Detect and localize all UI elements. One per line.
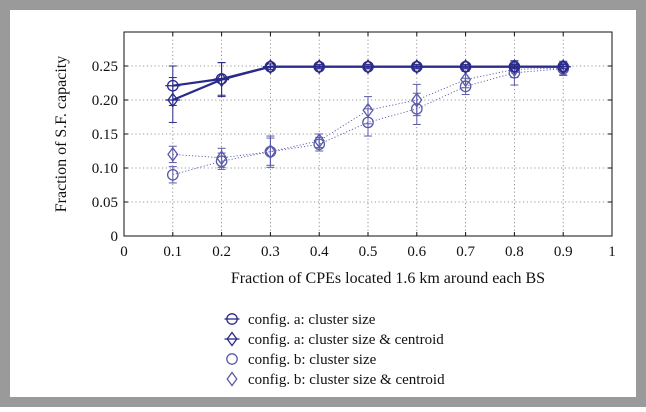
data-point [459,72,472,88]
legend: config. a: cluster size config. a: cluste… [224,312,445,388]
x-axis-title: Fraction of CPEs located 1.6 km around e… [231,270,545,287]
y-tick-label: 0.05 [92,195,118,211]
data-point [313,133,325,149]
series-line [172,68,564,176]
data-point [313,59,325,75]
data-point [411,59,423,75]
legend-label: config. a: cluster size & centroid [248,332,444,348]
tick-layer: 0 0.1 0.2 0.3 0.4 0.5 0.6 0.7 0.8 0.9 1 0 0.05 0.10 0.… [92,32,616,260]
data-point [459,59,472,75]
x-tick-label: 0.6 [407,244,426,260]
legend-item-1: config. a: cluster size [224,312,376,328]
x-tick-label: 0.4 [310,244,329,260]
data-point [215,150,228,166]
data-point [167,92,179,108]
series-4 [167,60,569,168]
legend-label: config. a: cluster size [248,312,376,328]
y-tick-label: 0.10 [92,161,118,177]
x-tick-label: 0.8 [505,244,524,260]
x-tick-label: 0.7 [456,244,475,260]
y-tick-label: 0 [111,229,119,245]
data-point [264,59,277,75]
legend-label: config. b: cluster size [248,352,377,368]
x-tick-label: 0.3 [261,244,280,260]
legend-marker [226,371,238,387]
y-tick-label: 0.25 [92,59,118,75]
data-point [557,59,569,75]
data-point [508,59,521,75]
x-tick-label: 0.9 [554,244,573,260]
legend-item-2: config. a: cluster size & centroid [224,331,444,348]
y-axis-title: Fraction of S.F. capacity [53,56,70,212]
data-point [411,92,423,108]
x-tick-label: 0.2 [212,244,231,260]
data-point [215,72,228,88]
legend-item-3: config. b: cluster size [226,352,377,368]
legend-marker [226,353,238,365]
data-point [362,102,374,118]
data-point [264,144,277,160]
series-layer [165,59,571,184]
data-point [167,146,179,162]
y-tick-label: 0.15 [92,127,118,143]
legend-item-4: config. b: cluster size & centroid [226,371,445,388]
series-2 [165,59,571,123]
x-tick-label: 0.5 [359,244,378,260]
data-point [362,59,374,75]
legend-marker [226,331,238,347]
x-tick-label: 0.1 [163,244,182,260]
x-tick-label: 0 [120,244,128,260]
x-tick-label: 1 [608,244,616,260]
legend-label: config. b: cluster size & centroid [248,372,445,388]
data-point [166,168,179,181]
y-tick-label: 0.20 [92,93,118,109]
